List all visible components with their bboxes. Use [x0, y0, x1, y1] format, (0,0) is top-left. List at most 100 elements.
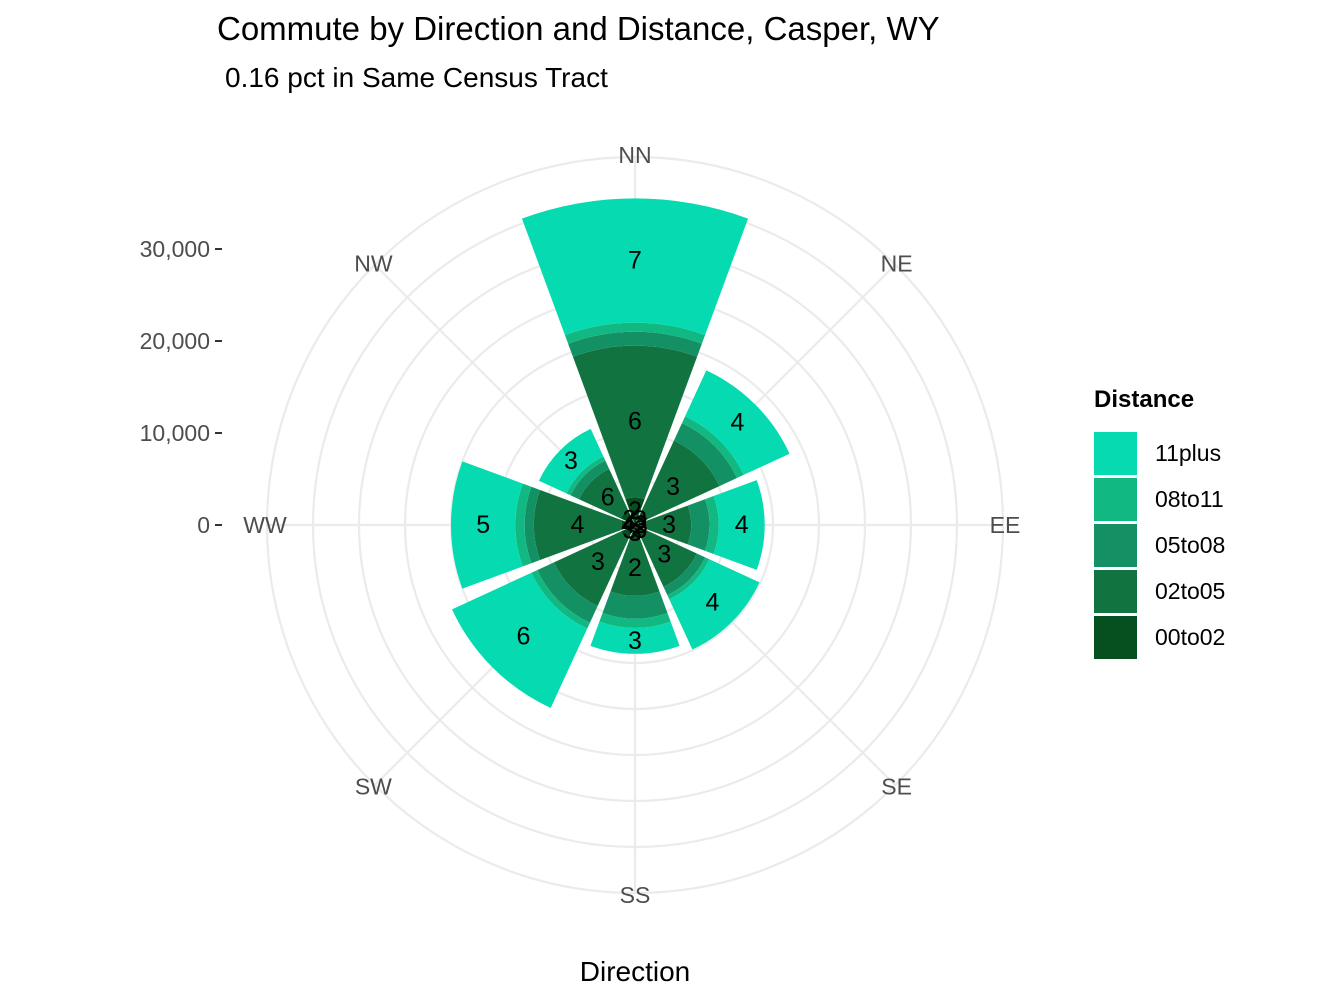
y-tick-label: 10,000 [140, 420, 210, 446]
direction-label-ww: WW [243, 512, 287, 538]
bar-label-se-11plus: 4 [705, 588, 719, 616]
bar-ss-02to05 [610, 539, 660, 596]
legend-swatch [1094, 615, 1137, 659]
bar-ss-00to02 [629, 525, 641, 541]
bar-label-ss-02to05: 2 [628, 554, 642, 582]
legend-item-05to08: 05to08 [1094, 522, 1225, 568]
bar-label-sw-02to05: 3 [591, 548, 605, 576]
legend-item-11plus: 11plus [1094, 430, 1225, 476]
bar-nw-02to05 [579, 469, 629, 519]
bar-nw-08to11 [566, 456, 606, 496]
bar-ne-05to08 [673, 423, 737, 487]
bars [451, 198, 790, 708]
bar-label-ss-11plus: 3 [628, 627, 642, 655]
legend-label: 00to02 [1155, 623, 1226, 650]
legend-item-02to05: 02to05 [1094, 568, 1225, 614]
bar-label-nn-00to02: 2 [628, 497, 642, 525]
bar-sw-02to05 [553, 531, 629, 607]
bar-nw-11plus [538, 428, 604, 494]
bar-ww-05to08 [524, 486, 541, 564]
bar-sw-00to02 [620, 525, 635, 540]
direction-label-se: SE [881, 774, 912, 800]
bar-label-ww-11plus: 5 [476, 511, 490, 539]
bar-ee-00to02 [635, 520, 647, 530]
bar-se-02to05 [641, 531, 697, 587]
bar-ne-08to11 [681, 416, 744, 479]
bar-ww-00to02 [621, 520, 635, 530]
bar-nn-00to02 [625, 497, 645, 525]
bar-label-nw-00to02: 2 [623, 505, 637, 533]
legend-item-00to02: 00to02 [1094, 614, 1225, 660]
bar-label-ne-11plus: 4 [731, 409, 745, 437]
bar-ww-08to11 [515, 483, 532, 567]
legend-title: Distance [1094, 386, 1195, 413]
bar-ss-11plus [590, 621, 680, 654]
direction-label-nn: NN [618, 142, 651, 168]
bar-label-ee-00to02: 3 [634, 511, 648, 539]
bar-label-nn-02to05: 6 [628, 408, 642, 436]
bar-label-nn-11plus: 7 [628, 247, 642, 275]
legend-label: 11plus [1155, 439, 1222, 466]
legend-swatch [1094, 477, 1137, 521]
bar-ww-02to05 [533, 489, 623, 561]
bar-se-08to11 [667, 557, 710, 600]
bar-label-ne-02to05: 3 [666, 473, 680, 501]
bar-label-se-00to02: 3 [633, 516, 647, 544]
bar-nn-05to08 [568, 331, 702, 357]
legend-label: 02to05 [1155, 577, 1226, 604]
y-tick-label: 30,000 [140, 236, 210, 262]
direction-label-ss: SS [620, 882, 651, 908]
bar-ee-08to11 [704, 496, 719, 554]
y-tick-label: 0 [197, 512, 210, 538]
y-tick-label: 20,000 [140, 328, 210, 354]
bar-sw-08to11 [531, 570, 590, 629]
bar-nn-11plus [521, 198, 749, 336]
bar-label-ee-02to05: 3 [662, 511, 676, 539]
bar-label-sw-00to02: 3 [623, 517, 637, 545]
bar-ss-08to11 [599, 613, 671, 629]
bar-ne-02to05 [641, 440, 720, 519]
direction-label-ee: EE [990, 512, 1021, 538]
x-axis-label: Direction [579, 956, 691, 987]
bar-ee-05to08 [687, 499, 710, 551]
legend-label: 08to11 [1155, 485, 1224, 512]
bar-ww-11plus [451, 461, 523, 589]
bar-label-nw-11plus: 3 [564, 447, 578, 475]
bar-se-05to08 [663, 553, 706, 596]
direction-label-ne: NE [881, 250, 913, 276]
legend-swatch [1094, 431, 1137, 475]
bar-se-00to02 [635, 525, 649, 539]
bar-nw-00to02 [620, 510, 635, 525]
bar-label-ee-11plus: 4 [735, 511, 749, 539]
direction-label-sw: SW [355, 774, 392, 800]
bar-label-nw-02to05: 6 [601, 484, 615, 512]
bar-label-ne-00to02: 3 [633, 506, 647, 534]
direction-label-nw: NW [354, 250, 393, 276]
bar-sw-05to08 [537, 562, 598, 623]
chart-subtitle: 0.16 pct in Same Census Tract [225, 62, 608, 93]
bar-ss-05to08 [602, 591, 668, 619]
legend-items: 11plus 08to11 05to08 02to05 00to02 [1094, 430, 1225, 660]
bar-label-sw-11plus: 6 [516, 623, 530, 651]
legend-item-08to11: 08to11 [1094, 476, 1225, 522]
chart-title: Commute by Direction and Distance, Caspe… [217, 10, 940, 47]
bar-label-ww-02to05: 4 [571, 511, 585, 539]
bar-nw-05to08 [570, 460, 610, 500]
legend-swatch [1094, 569, 1137, 613]
legend-label: 05to08 [1155, 531, 1226, 558]
legend: Distance 11plus 08to11 05to08 02to05 00to02 [1094, 386, 1225, 660]
bar-ne-11plus [685, 370, 790, 475]
bar-label-se-02to05: 3 [657, 540, 671, 568]
axes: NN NE EE SE SS SW WW NW 0 10,000 20,000 30,000 [140, 142, 1021, 908]
bar-ne-00to02 [635, 511, 649, 525]
bar-nn-08to11 [564, 322, 706, 344]
bar-ee-02to05 [646, 505, 692, 545]
bar-se-11plus [669, 559, 760, 650]
bar-label-ww-00to02: 4 [621, 511, 635, 539]
bar-nn-02to05 [572, 345, 698, 500]
bar-sw-11plus [452, 572, 588, 708]
bar-ee-11plus [713, 480, 765, 570]
legend-swatch [1094, 523, 1137, 567]
